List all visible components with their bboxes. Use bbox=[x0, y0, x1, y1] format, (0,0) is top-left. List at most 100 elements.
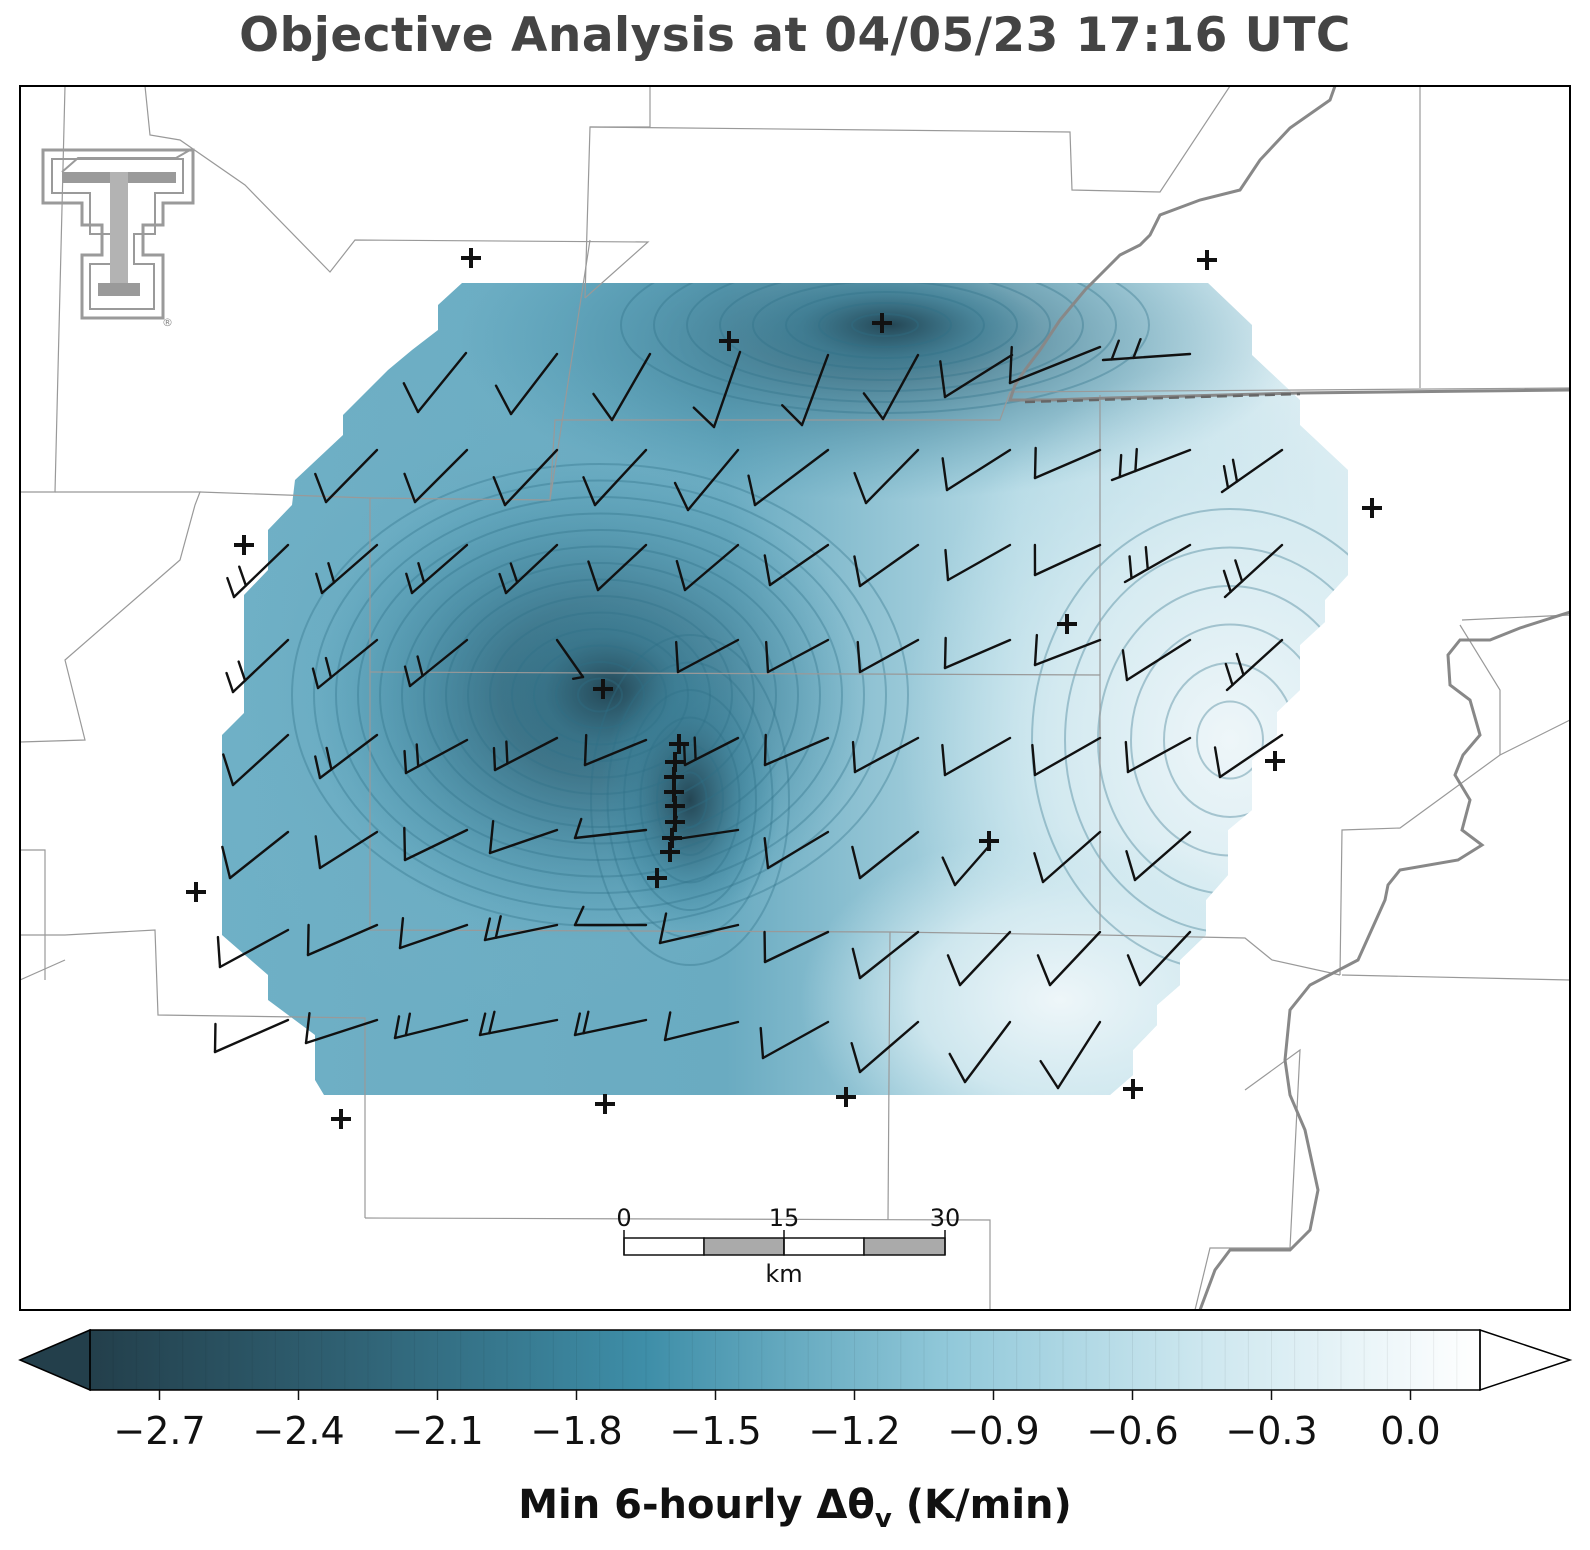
station-marker bbox=[234, 535, 254, 555]
station-marker bbox=[331, 1109, 351, 1129]
wind-barb bbox=[311, 638, 379, 690]
station-marker bbox=[669, 734, 689, 754]
wind-barb bbox=[1033, 830, 1102, 884]
wind-barb bbox=[944, 543, 1012, 582]
colorbar-tick-label: −0.6 bbox=[1086, 1409, 1178, 1453]
colorbar-tick-label: −0.9 bbox=[947, 1409, 1039, 1453]
wind-barb bbox=[306, 923, 379, 957]
wind-barb bbox=[403, 448, 469, 504]
wind-barb bbox=[583, 733, 648, 767]
wind-barb bbox=[221, 830, 290, 880]
wind-barb bbox=[948, 1020, 1012, 1084]
wind-barb bbox=[780, 353, 830, 427]
station-marker bbox=[595, 1094, 615, 1114]
wind-barb bbox=[1124, 736, 1192, 774]
wind-barb bbox=[1224, 638, 1284, 692]
colorbar-tick-label: −1.8 bbox=[530, 1409, 622, 1453]
scale-bar: 0 15 30 km bbox=[616, 1204, 960, 1288]
colorbar-tick-label: −0.3 bbox=[1225, 1409, 1317, 1453]
colorbar-label-unit: (K/min) bbox=[891, 1482, 1072, 1528]
wind-barb bbox=[1123, 543, 1192, 584]
scale-label-30: 30 bbox=[930, 1204, 961, 1232]
wind-barb bbox=[403, 826, 469, 862]
wind-barb bbox=[851, 930, 920, 980]
scale-label-15: 15 bbox=[769, 1204, 800, 1232]
wind-barb bbox=[1213, 733, 1284, 779]
wind-barb bbox=[674, 638, 740, 674]
wind-barb bbox=[862, 353, 920, 421]
colorbar-tick-label: −2.7 bbox=[113, 1409, 205, 1453]
wind-barb bbox=[941, 843, 992, 887]
colorbar-label-main: Min 6-hourly Δθ bbox=[518, 1482, 875, 1528]
wind-barb bbox=[1220, 448, 1284, 494]
scale-label-0: 0 bbox=[616, 1204, 631, 1232]
colorbar-extend-low bbox=[18, 1328, 91, 1392]
station-marker bbox=[186, 882, 206, 902]
colorbar-tick-label: −1.2 bbox=[808, 1409, 900, 1453]
wind-barb bbox=[402, 351, 468, 414]
wind-barb bbox=[1110, 447, 1192, 482]
wind-barb bbox=[1036, 930, 1102, 987]
wind-barb bbox=[853, 448, 920, 505]
wind-barb bbox=[764, 638, 830, 674]
station-marker bbox=[979, 831, 999, 851]
wind-barb bbox=[663, 1011, 740, 1042]
wind-barb bbox=[216, 928, 290, 969]
colorbar-tick-label: −2.4 bbox=[252, 1409, 344, 1453]
wind-barb bbox=[304, 1012, 379, 1045]
wind-barb bbox=[1121, 638, 1192, 682]
station-marker bbox=[647, 868, 667, 888]
colorbar-tick-label: −2.1 bbox=[391, 1409, 483, 1453]
wind-barb bbox=[658, 912, 740, 945]
wind-barb bbox=[573, 1010, 648, 1037]
station-marker bbox=[665, 812, 685, 832]
station-marker bbox=[872, 313, 892, 333]
wind-barb bbox=[226, 543, 290, 599]
wind-barb bbox=[492, 448, 559, 507]
wind-barb bbox=[314, 733, 379, 780]
colorbar: −2.7 −2.4 −2.1 −1.8 −1.5 −1.2 −0.9 −0.6 −0.3 0.0 bbox=[18, 1328, 1573, 1453]
station-marker bbox=[836, 1087, 856, 1107]
wind-barb bbox=[941, 736, 1012, 777]
wind-barb bbox=[398, 916, 469, 950]
wind-barb bbox=[673, 448, 740, 512]
wind-barb bbox=[488, 819, 559, 855]
colorbar-tick-label: 0.0 bbox=[1380, 1409, 1440, 1453]
map-frame bbox=[19, 85, 1571, 1311]
wind-barb bbox=[1126, 930, 1192, 987]
wind-barb bbox=[1033, 446, 1102, 480]
wind-barb bbox=[222, 733, 290, 787]
wind-barb bbox=[1031, 736, 1102, 777]
wind-barbs bbox=[213, 337, 1284, 1090]
wind-barb bbox=[403, 738, 469, 775]
wind-barb bbox=[675, 543, 740, 592]
station-marker bbox=[1362, 498, 1382, 518]
map-title: Objective Analysis at 04/05/23 17:16 UTC bbox=[239, 8, 1351, 63]
colorbar-extend-high bbox=[1479, 1328, 1573, 1392]
state-line-dashed bbox=[1024, 392, 1301, 404]
wind-barb bbox=[498, 543, 559, 595]
texas-tech-double-t-logo bbox=[41, 148, 195, 320]
colorbar-tick-label: −1.5 bbox=[669, 1409, 761, 1453]
wind-barb bbox=[759, 1020, 830, 1060]
wind-barb bbox=[939, 353, 1014, 399]
station-marker bbox=[461, 248, 481, 268]
wind-barb bbox=[850, 1020, 920, 1074]
wind-barb bbox=[763, 930, 830, 964]
station-marker bbox=[719, 331, 739, 351]
logo-registered-mark: ® bbox=[162, 316, 173, 329]
wind-barb bbox=[314, 830, 379, 870]
wind-barb bbox=[555, 638, 585, 681]
county-boundaries bbox=[20, 86, 1570, 1310]
wind-barb bbox=[763, 733, 830, 767]
station-marker bbox=[1197, 250, 1217, 270]
colorbar-body bbox=[90, 1330, 1480, 1390]
scale-unit: km bbox=[765, 1260, 802, 1288]
wind-barb bbox=[1008, 345, 1102, 385]
wind-barb bbox=[747, 448, 830, 507]
wind-barb bbox=[587, 543, 648, 592]
wind-barb bbox=[315, 543, 379, 595]
wind-barb bbox=[403, 638, 469, 688]
station-marker bbox=[1123, 1079, 1143, 1099]
